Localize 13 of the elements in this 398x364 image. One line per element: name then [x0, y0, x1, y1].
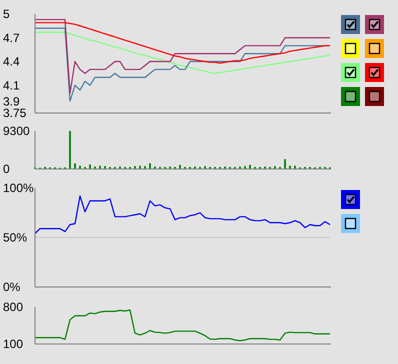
- y-tick-label: 5: [3, 7, 10, 22]
- y-tick-label: 3.9: [3, 94, 20, 108]
- y-tick-label: 4.4: [3, 54, 20, 69]
- y-tick-label: 4.1: [3, 78, 20, 92]
- y-tick-label: 50%: [3, 230, 28, 245]
- y-tick-label: 9300: [3, 124, 30, 138]
- y-tick-label: 0: [3, 162, 10, 176]
- y-tick-label: 100%: [3, 181, 34, 196]
- y-tick-label: 4.7: [3, 30, 20, 45]
- y-tick-label: 0%: [3, 280, 21, 294]
- y-tick-label: 800: [3, 300, 24, 314]
- y-tick-label: 3.75: [3, 106, 27, 120]
- y-tick-label: 100: [3, 337, 24, 352]
